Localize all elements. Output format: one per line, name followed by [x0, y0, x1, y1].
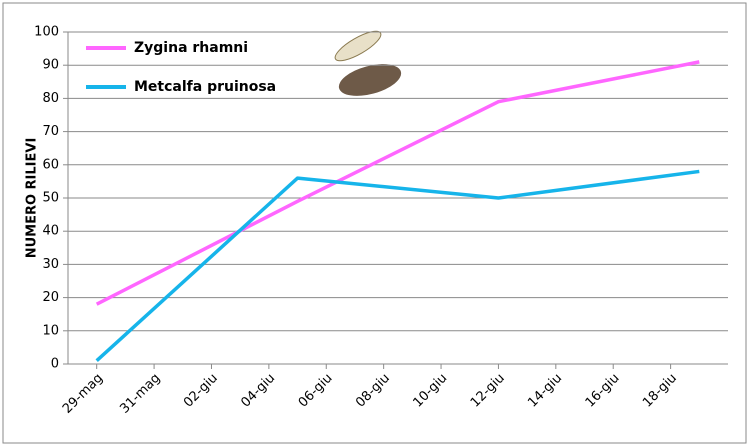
line-series [95, 169, 700, 362]
y-tick-label: 60 [42, 157, 59, 172]
y-tick-label: 30 [42, 257, 59, 272]
legend-label: Zygina rhamni [134, 40, 248, 56]
y-tick-label: 100 [34, 25, 59, 40]
y-tick-label: 10 [42, 323, 59, 338]
y-tick-label: 50 [42, 191, 59, 206]
legend-label: Metcalfa pruinosa [134, 79, 276, 95]
y-axis-label: NUMERO RILIEVI [25, 138, 40, 259]
y-tick-label: 90 [42, 58, 59, 73]
line-series [95, 60, 700, 306]
insect-icon [338, 64, 402, 96]
insect-icon [334, 30, 382, 62]
y-tick-label: 0 [51, 357, 59, 372]
y-tick-label: 40 [42, 224, 59, 239]
legend-insects [334, 30, 402, 96]
y-tick-label: 80 [42, 91, 59, 106]
y-tick-label: 70 [42, 124, 59, 139]
y-tick-label: 20 [42, 290, 59, 305]
